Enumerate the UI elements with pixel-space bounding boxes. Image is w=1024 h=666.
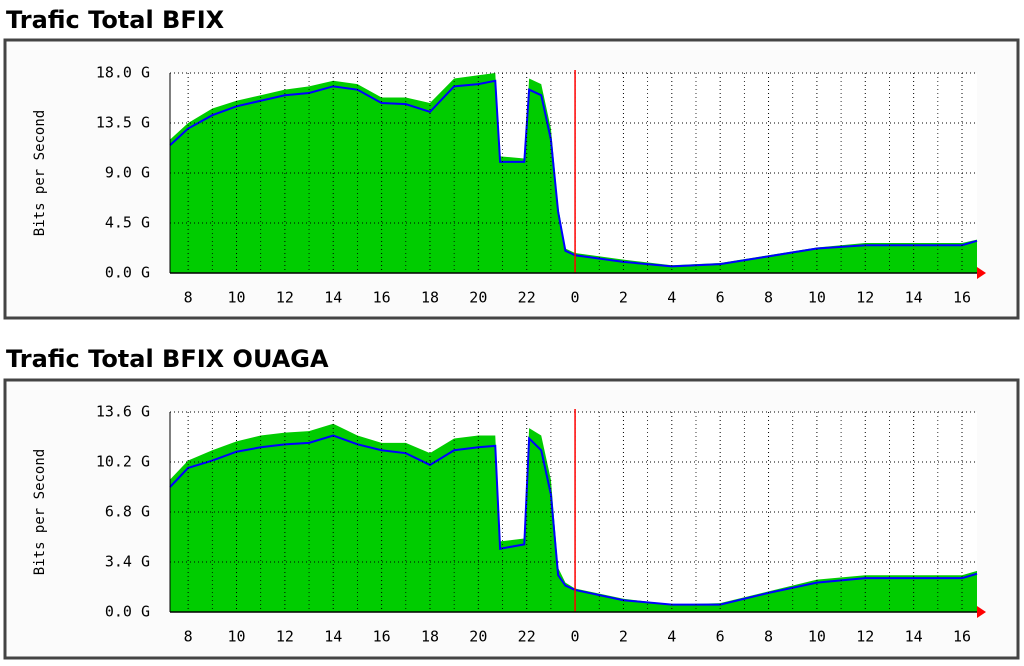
y-tick-label: 10.2 G bbox=[96, 453, 150, 471]
x-tick-label: 16 bbox=[373, 628, 391, 646]
x-tick-label: 8 bbox=[184, 628, 193, 646]
y-tick-label: 0.0 G bbox=[105, 603, 150, 621]
y-tick-label: 9.0 G bbox=[105, 164, 150, 182]
x-tick-label: 20 bbox=[469, 628, 487, 646]
x-tick-label: 22 bbox=[518, 289, 536, 307]
x-tick-label: 16 bbox=[953, 628, 971, 646]
x-tick-label: 8 bbox=[184, 289, 193, 307]
y-tick-label: 3.4 G bbox=[105, 553, 150, 571]
axis-arrow bbox=[977, 267, 986, 279]
x-tick-label: 2 bbox=[619, 628, 628, 646]
x-tick-label: 8 bbox=[764, 289, 773, 307]
x-tick-label: 10 bbox=[227, 628, 245, 646]
x-tick-label: 12 bbox=[856, 628, 874, 646]
x-tick-label: 8 bbox=[764, 628, 773, 646]
x-tick-label: 6 bbox=[716, 628, 725, 646]
y-tick-label: 13.6 G bbox=[96, 403, 150, 421]
chart-title: Trafic Total BFIX bbox=[6, 6, 225, 34]
x-tick-label: 10 bbox=[227, 289, 245, 307]
x-tick-label: 14 bbox=[324, 289, 342, 307]
y-tick-label: 0.0 G bbox=[105, 264, 150, 282]
traffic-line bbox=[169, 434, 978, 606]
x-tick-label: 10 bbox=[808, 628, 826, 646]
x-tick-label: 16 bbox=[953, 289, 971, 307]
chart-title: Trafic Total BFIX OUAGA bbox=[6, 345, 329, 373]
traffic-line bbox=[169, 79, 978, 268]
x-tick-label: 0 bbox=[571, 628, 580, 646]
traffic-area bbox=[170, 73, 977, 273]
y-axis-label: Bits per Second bbox=[32, 110, 48, 236]
x-tick-label: 4 bbox=[667, 628, 676, 646]
y-tick-label: 4.5 G bbox=[105, 214, 150, 232]
x-tick-label: 18 bbox=[421, 289, 439, 307]
axis-arrow bbox=[977, 606, 986, 618]
x-tick-label: 6 bbox=[716, 289, 725, 307]
y-tick-label: 6.8 G bbox=[105, 503, 150, 521]
x-tick-label: 22 bbox=[518, 628, 536, 646]
y-tick-label: 13.5 G bbox=[96, 114, 150, 132]
x-tick-label: 0 bbox=[571, 289, 580, 307]
x-tick-label: 20 bbox=[469, 289, 487, 307]
x-tick-label: 14 bbox=[905, 628, 923, 646]
x-tick-label: 12 bbox=[276, 289, 294, 307]
traffic-area bbox=[170, 423, 977, 612]
x-tick-label: 12 bbox=[276, 628, 294, 646]
y-axis-label: Bits per Second bbox=[32, 449, 48, 575]
y-tick-label: 18.0 G bbox=[96, 64, 150, 82]
x-tick-label: 16 bbox=[373, 289, 391, 307]
x-tick-label: 10 bbox=[808, 289, 826, 307]
x-tick-label: 2 bbox=[619, 289, 628, 307]
x-tick-label: 14 bbox=[324, 628, 342, 646]
x-tick-label: 14 bbox=[905, 289, 923, 307]
x-tick-label: 18 bbox=[421, 628, 439, 646]
x-tick-label: 4 bbox=[667, 289, 676, 307]
x-tick-label: 12 bbox=[856, 289, 874, 307]
